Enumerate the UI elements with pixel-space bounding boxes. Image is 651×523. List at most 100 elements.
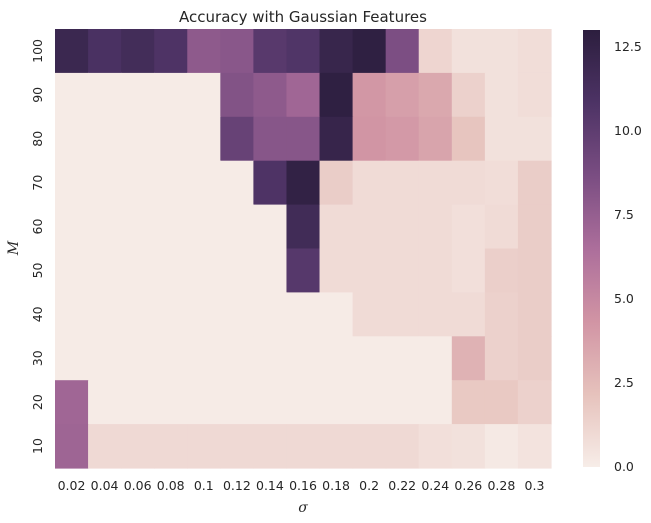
heatmap-cell	[418, 160, 453, 206]
heatmap-cell	[220, 160, 254, 206]
heatmap-cell	[451, 424, 486, 469]
heatmap-cell	[253, 248, 288, 293]
heatmap-cell	[385, 160, 420, 206]
heatmap-cell	[220, 116, 254, 162]
heatmap-cell	[352, 116, 387, 162]
heatmap-cell	[154, 72, 188, 118]
heatmap-cell	[319, 72, 354, 118]
heatmap-cell	[187, 72, 221, 118]
heatmap-cell	[319, 116, 354, 162]
heatmap-cell	[517, 72, 552, 118]
heatmap-cell	[484, 204, 519, 250]
heatmap-cell	[451, 29, 486, 74]
y-tick-label: 60	[30, 219, 45, 235]
heatmap-cell	[319, 29, 354, 74]
heatmap-cell	[484, 116, 519, 162]
heatmap-cell	[253, 424, 288, 469]
y-tick-label: 90	[30, 87, 45, 103]
x-tick-label: 0.02	[58, 478, 86, 493]
heatmap-cell	[451, 72, 486, 118]
heatmap-cell	[121, 292, 155, 337]
heatmap-cell	[154, 336, 188, 381]
heatmap-cell	[88, 160, 122, 206]
heatmap-cell	[253, 72, 288, 118]
colorbar-tick-label: 12.5	[614, 39, 642, 54]
heatmap-cell	[385, 29, 420, 74]
x-tick-label: 0.22	[388, 478, 416, 493]
heatmap-cell	[154, 29, 188, 74]
heatmap-cell	[517, 160, 552, 206]
heatmap-cell	[418, 380, 453, 425]
heatmap-cell	[55, 29, 89, 74]
heatmap-cell	[385, 292, 420, 337]
heatmap-cell	[286, 72, 321, 118]
x-tick-label: 0.18	[322, 478, 350, 493]
heatmap-cell	[352, 336, 387, 381]
heatmap-cell	[55, 116, 89, 162]
heatmap-cell	[319, 160, 354, 206]
heatmap-cell	[418, 292, 453, 337]
colorbar-tick-label: 5.0	[614, 291, 634, 306]
x-tick-label: 0.08	[157, 478, 185, 493]
heatmap-cell	[418, 116, 453, 162]
x-tick-label: 0.16	[289, 478, 317, 493]
heatmap-cell	[154, 204, 188, 250]
heatmap-cell	[286, 248, 321, 293]
heatmap-cell	[55, 424, 89, 469]
heatmap-cell	[517, 292, 552, 337]
heatmap-cell	[319, 292, 354, 337]
colorbar-tick-label: 7.5	[614, 207, 634, 222]
heatmap-cell	[55, 72, 89, 118]
heatmap-cell	[187, 160, 221, 206]
heatmap-cell	[121, 336, 155, 381]
heatmap-cell	[55, 292, 89, 337]
heatmap-cell	[154, 248, 188, 293]
heatmap-cell	[253, 336, 288, 381]
heatmap-cell	[187, 336, 221, 381]
heatmap-cell	[286, 204, 321, 250]
heatmap-cell	[220, 29, 254, 74]
heatmap-cell	[253, 116, 288, 162]
heatmap-cell	[55, 380, 89, 425]
heatmap-cell	[154, 424, 188, 469]
heatmap-cell	[121, 29, 155, 74]
heatmap-cell	[418, 29, 453, 74]
heatmap-cell	[220, 424, 254, 469]
heatmap-cell	[220, 336, 254, 381]
heatmap-cell	[154, 380, 188, 425]
heatmap-cell	[484, 160, 519, 206]
heatmap-cell	[352, 204, 387, 250]
heatmap-cell	[121, 248, 155, 293]
heatmap-cell	[187, 292, 221, 337]
heatmap-cell	[418, 72, 453, 118]
y-tick-label: 80	[30, 131, 45, 147]
heatmap-cell	[484, 72, 519, 118]
heatmap-cell	[121, 424, 155, 469]
heatmap-cell	[121, 160, 155, 206]
heatmap-cell	[451, 248, 486, 293]
heatmap-cell	[484, 292, 519, 337]
heatmap-cell	[55, 204, 89, 250]
x-tick-label: 0.24	[421, 478, 449, 493]
heatmap-cell	[154, 116, 188, 162]
y-tick-label: 40	[30, 306, 45, 322]
heatmap-cell	[517, 336, 552, 381]
heatmap-cell	[286, 116, 321, 162]
heatmap-cell	[517, 380, 552, 425]
heatmap-cell	[187, 248, 221, 293]
heatmap-cell	[418, 336, 453, 381]
heatmap-cell	[253, 380, 288, 425]
x-tick-label: 0.04	[91, 478, 119, 493]
heatmap-cell	[517, 424, 552, 469]
heatmap-cell	[385, 116, 420, 162]
heatmap-cell	[253, 204, 288, 250]
heatmap-cells	[55, 29, 552, 469]
heatmap-cell	[286, 380, 321, 425]
heatmap-cell	[484, 336, 519, 381]
heatmap-cell	[451, 116, 486, 162]
heatmap-cell	[220, 204, 254, 250]
heatmap-cell	[517, 248, 552, 293]
heatmap-cell	[319, 380, 354, 425]
heatmap-cell	[484, 29, 519, 74]
